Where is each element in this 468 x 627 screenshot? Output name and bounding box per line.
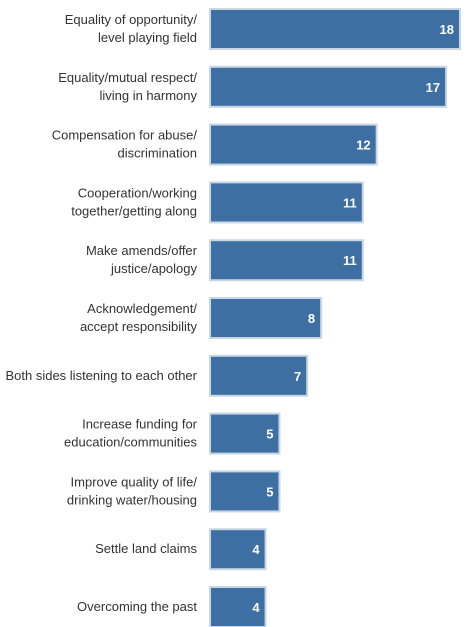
category-label-9: Settle land claims (95, 541, 197, 556)
category-label-line-4-1: justice/apology (110, 261, 197, 276)
bar-8 (209, 470, 281, 513)
bar-5 (209, 297, 323, 339)
category-label-2: Compensation for abuse/discrimination (52, 128, 198, 161)
value-label-5: 8 (308, 311, 315, 326)
category-label-3: Cooperation/working together/getting alon… (71, 185, 197, 218)
bar-2 (209, 123, 378, 166)
bar-4 (209, 239, 364, 282)
category-label-line-0-1: level playing field (98, 30, 197, 45)
category-label-line-2-0: Compensation for abuse/ (52, 128, 198, 143)
category-label-line-9-0: Settle land claims (95, 541, 197, 556)
category-label-0: Equality of opportunity/level playing fi… (65, 12, 198, 45)
category-label-1: Equality/mutual respect/living in harmon… (58, 70, 197, 103)
value-label-10: 4 (252, 600, 260, 615)
category-label-line-8-1: drinking water/housing (67, 492, 197, 507)
bar-1 (209, 65, 448, 108)
category-label-line-7-1: education/communities (64, 435, 197, 450)
value-label-4: 11 (343, 253, 357, 268)
category-label-line-4-0: Make amends/offer (86, 243, 198, 258)
category-label-line-8-0: Improve quality of life/ (71, 474, 198, 489)
bar-9 (209, 528, 267, 571)
category-label-line-3-0: Cooperation/working (78, 185, 197, 200)
category-label-4: Make amends/offer justice/apology (86, 243, 198, 276)
value-label-7: 5 (266, 427, 273, 442)
category-label-line-10-0: Overcoming the past (77, 599, 197, 614)
bar-3 (209, 181, 364, 224)
bar-10 (209, 586, 267, 627)
category-label-7: Increase funding for education/communitie… (64, 417, 198, 450)
category-label-line-0-0: Equality of opportunity/ (65, 12, 198, 27)
bar-6 (209, 354, 309, 397)
value-label-0: 18 (440, 22, 454, 37)
category-label-10: Overcoming the past (77, 599, 197, 614)
category-label-line-2-1: discrimination (118, 146, 197, 161)
category-label-line-1-0: Equality/mutual respect/ (58, 70, 197, 85)
category-label-line-6-0: Both sides listening to each other (5, 368, 197, 383)
value-label-1: 17 (426, 80, 440, 95)
bar-7 (209, 412, 281, 455)
category-label-line-5-1: accept responsibility (80, 319, 198, 334)
category-label-line-3-1: together/getting along (71, 203, 197, 218)
value-label-8: 5 (266, 484, 273, 499)
value-label-2: 12 (356, 138, 370, 153)
category-label-line-5-0: Acknowledgement/ (87, 301, 197, 316)
value-label-6: 7 (294, 369, 301, 384)
value-label-9: 4 (252, 542, 260, 557)
category-label-8: Improve quality of life/drinking water/h… (67, 474, 197, 507)
bar-0 (209, 8, 461, 50)
category-label-line-7-0: Increase funding for (82, 417, 198, 432)
category-label-5: Acknowledgement/accept responsibility (80, 301, 198, 334)
category-label-line-1-1: living in harmony (99, 88, 197, 103)
category-label-6: Both sides listening to each other (5, 368, 197, 383)
value-label-3: 11 (343, 195, 357, 210)
